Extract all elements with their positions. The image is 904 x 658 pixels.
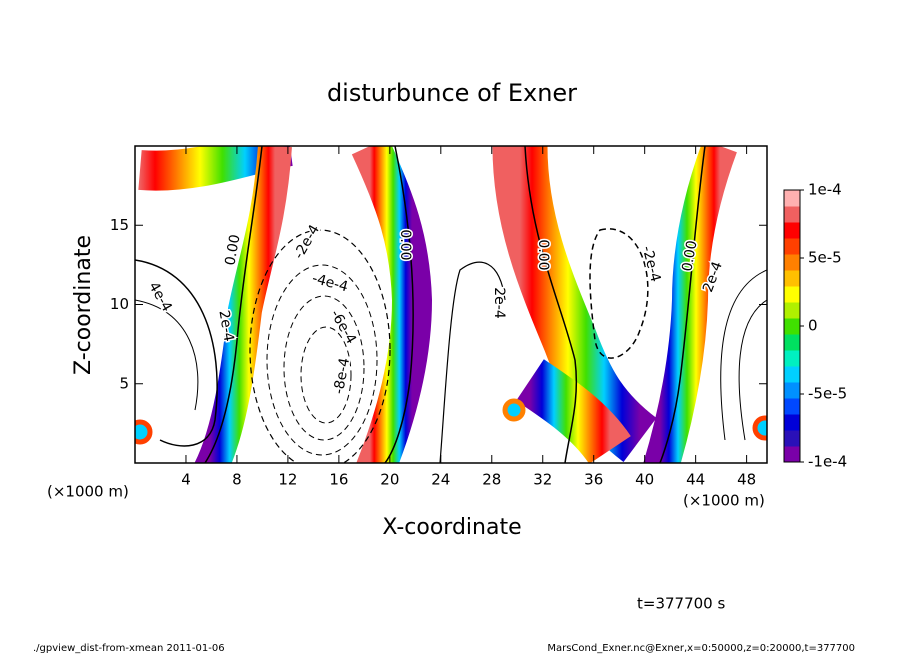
contour-label: -2e-4 xyxy=(291,222,323,262)
contour-line xyxy=(439,261,506,463)
colorbar-band xyxy=(784,318,800,335)
contour-label: -6e-4 xyxy=(327,307,359,347)
colorbar-band xyxy=(784,430,800,447)
colorbar-tick-label: 5e-5 xyxy=(808,249,842,267)
colorbar-band xyxy=(784,382,800,399)
colorbar-band xyxy=(784,254,800,271)
contour-label: -2e-4 xyxy=(639,244,664,284)
x-tick-label: 16 xyxy=(329,471,348,489)
field xyxy=(135,146,767,463)
field-spot xyxy=(135,419,153,445)
contour-line xyxy=(384,146,414,463)
contour-line xyxy=(589,228,649,359)
field-band xyxy=(194,146,292,463)
x-tick-label: 20 xyxy=(380,471,399,489)
field-band xyxy=(643,146,737,463)
colorbar-band xyxy=(784,222,800,239)
colorbar-band xyxy=(784,446,800,463)
x-tick-label: 24 xyxy=(431,471,450,489)
contour-line xyxy=(266,264,378,456)
contour-line xyxy=(135,259,218,447)
y-tick-label: 10 xyxy=(110,295,129,313)
x-tick-label: 44 xyxy=(686,471,705,489)
colorbar-band xyxy=(784,414,800,431)
colorbar-band xyxy=(784,206,800,223)
x-tick-label: 28 xyxy=(482,471,501,489)
x-unit-label: (×1000 m) xyxy=(47,483,129,501)
field-spot xyxy=(502,398,526,422)
contour-line xyxy=(135,299,199,411)
x-tick-label: 4 xyxy=(181,471,191,489)
field-band xyxy=(351,146,433,463)
contour-label: 0.00 xyxy=(397,229,413,260)
contour-line xyxy=(720,269,767,441)
y-tick-label: 5 xyxy=(119,374,129,392)
colorbar-tick-label: 1e-4 xyxy=(808,181,842,199)
x-tick-label: 32 xyxy=(533,471,552,489)
footer-right: MarsCond_Exner.nc@Exner,x=0:50000,z=0:20… xyxy=(547,643,855,654)
contour-line xyxy=(204,146,263,463)
colorbar-band xyxy=(784,286,800,303)
contours xyxy=(135,146,767,463)
contour-label: -4e-4 xyxy=(310,271,350,296)
colorbar-band xyxy=(784,190,800,207)
contour-line xyxy=(283,295,365,441)
contour-label: 2e-4 xyxy=(491,287,507,319)
x-tick-label: 36 xyxy=(584,471,603,489)
x-tick-label: 48 xyxy=(737,471,756,489)
x-axis-label: X-coordinate xyxy=(382,515,521,540)
colorbar-band xyxy=(784,366,800,383)
colorbar-band xyxy=(784,350,800,367)
x-tick-label: 8 xyxy=(232,471,242,489)
colorbar-band xyxy=(784,398,800,415)
colorbar-band xyxy=(784,302,800,319)
contour-line xyxy=(659,146,706,463)
colorbar-tick-label: -5e-5 xyxy=(808,385,847,403)
time-label: t=377700 s xyxy=(637,595,725,613)
x-tick-label: 40 xyxy=(635,471,654,489)
footer-left: ./gpview_dist-from-xmean 2011-01-06 xyxy=(33,643,225,654)
colorbar-band xyxy=(784,270,800,287)
contour-line xyxy=(249,229,391,463)
y-axis-label: Z-coordinate xyxy=(71,235,96,375)
colorbar-band xyxy=(784,238,800,255)
colorbar-tick-label: -1e-4 xyxy=(808,453,847,471)
x-tick-label: 12 xyxy=(278,471,297,489)
x-unit-label: (×1000 m) xyxy=(683,492,765,510)
y-tick-label: 15 xyxy=(110,216,129,234)
colorbar-band xyxy=(784,334,800,351)
contour-line xyxy=(300,326,352,424)
field-spot xyxy=(752,415,767,441)
chart-title: disturbunce of Exner xyxy=(327,79,577,107)
contour-label: 0.00 xyxy=(535,239,551,270)
colorbar-tick-label: 0 xyxy=(808,317,818,335)
contour-line xyxy=(524,146,578,463)
contour-line xyxy=(738,299,767,441)
